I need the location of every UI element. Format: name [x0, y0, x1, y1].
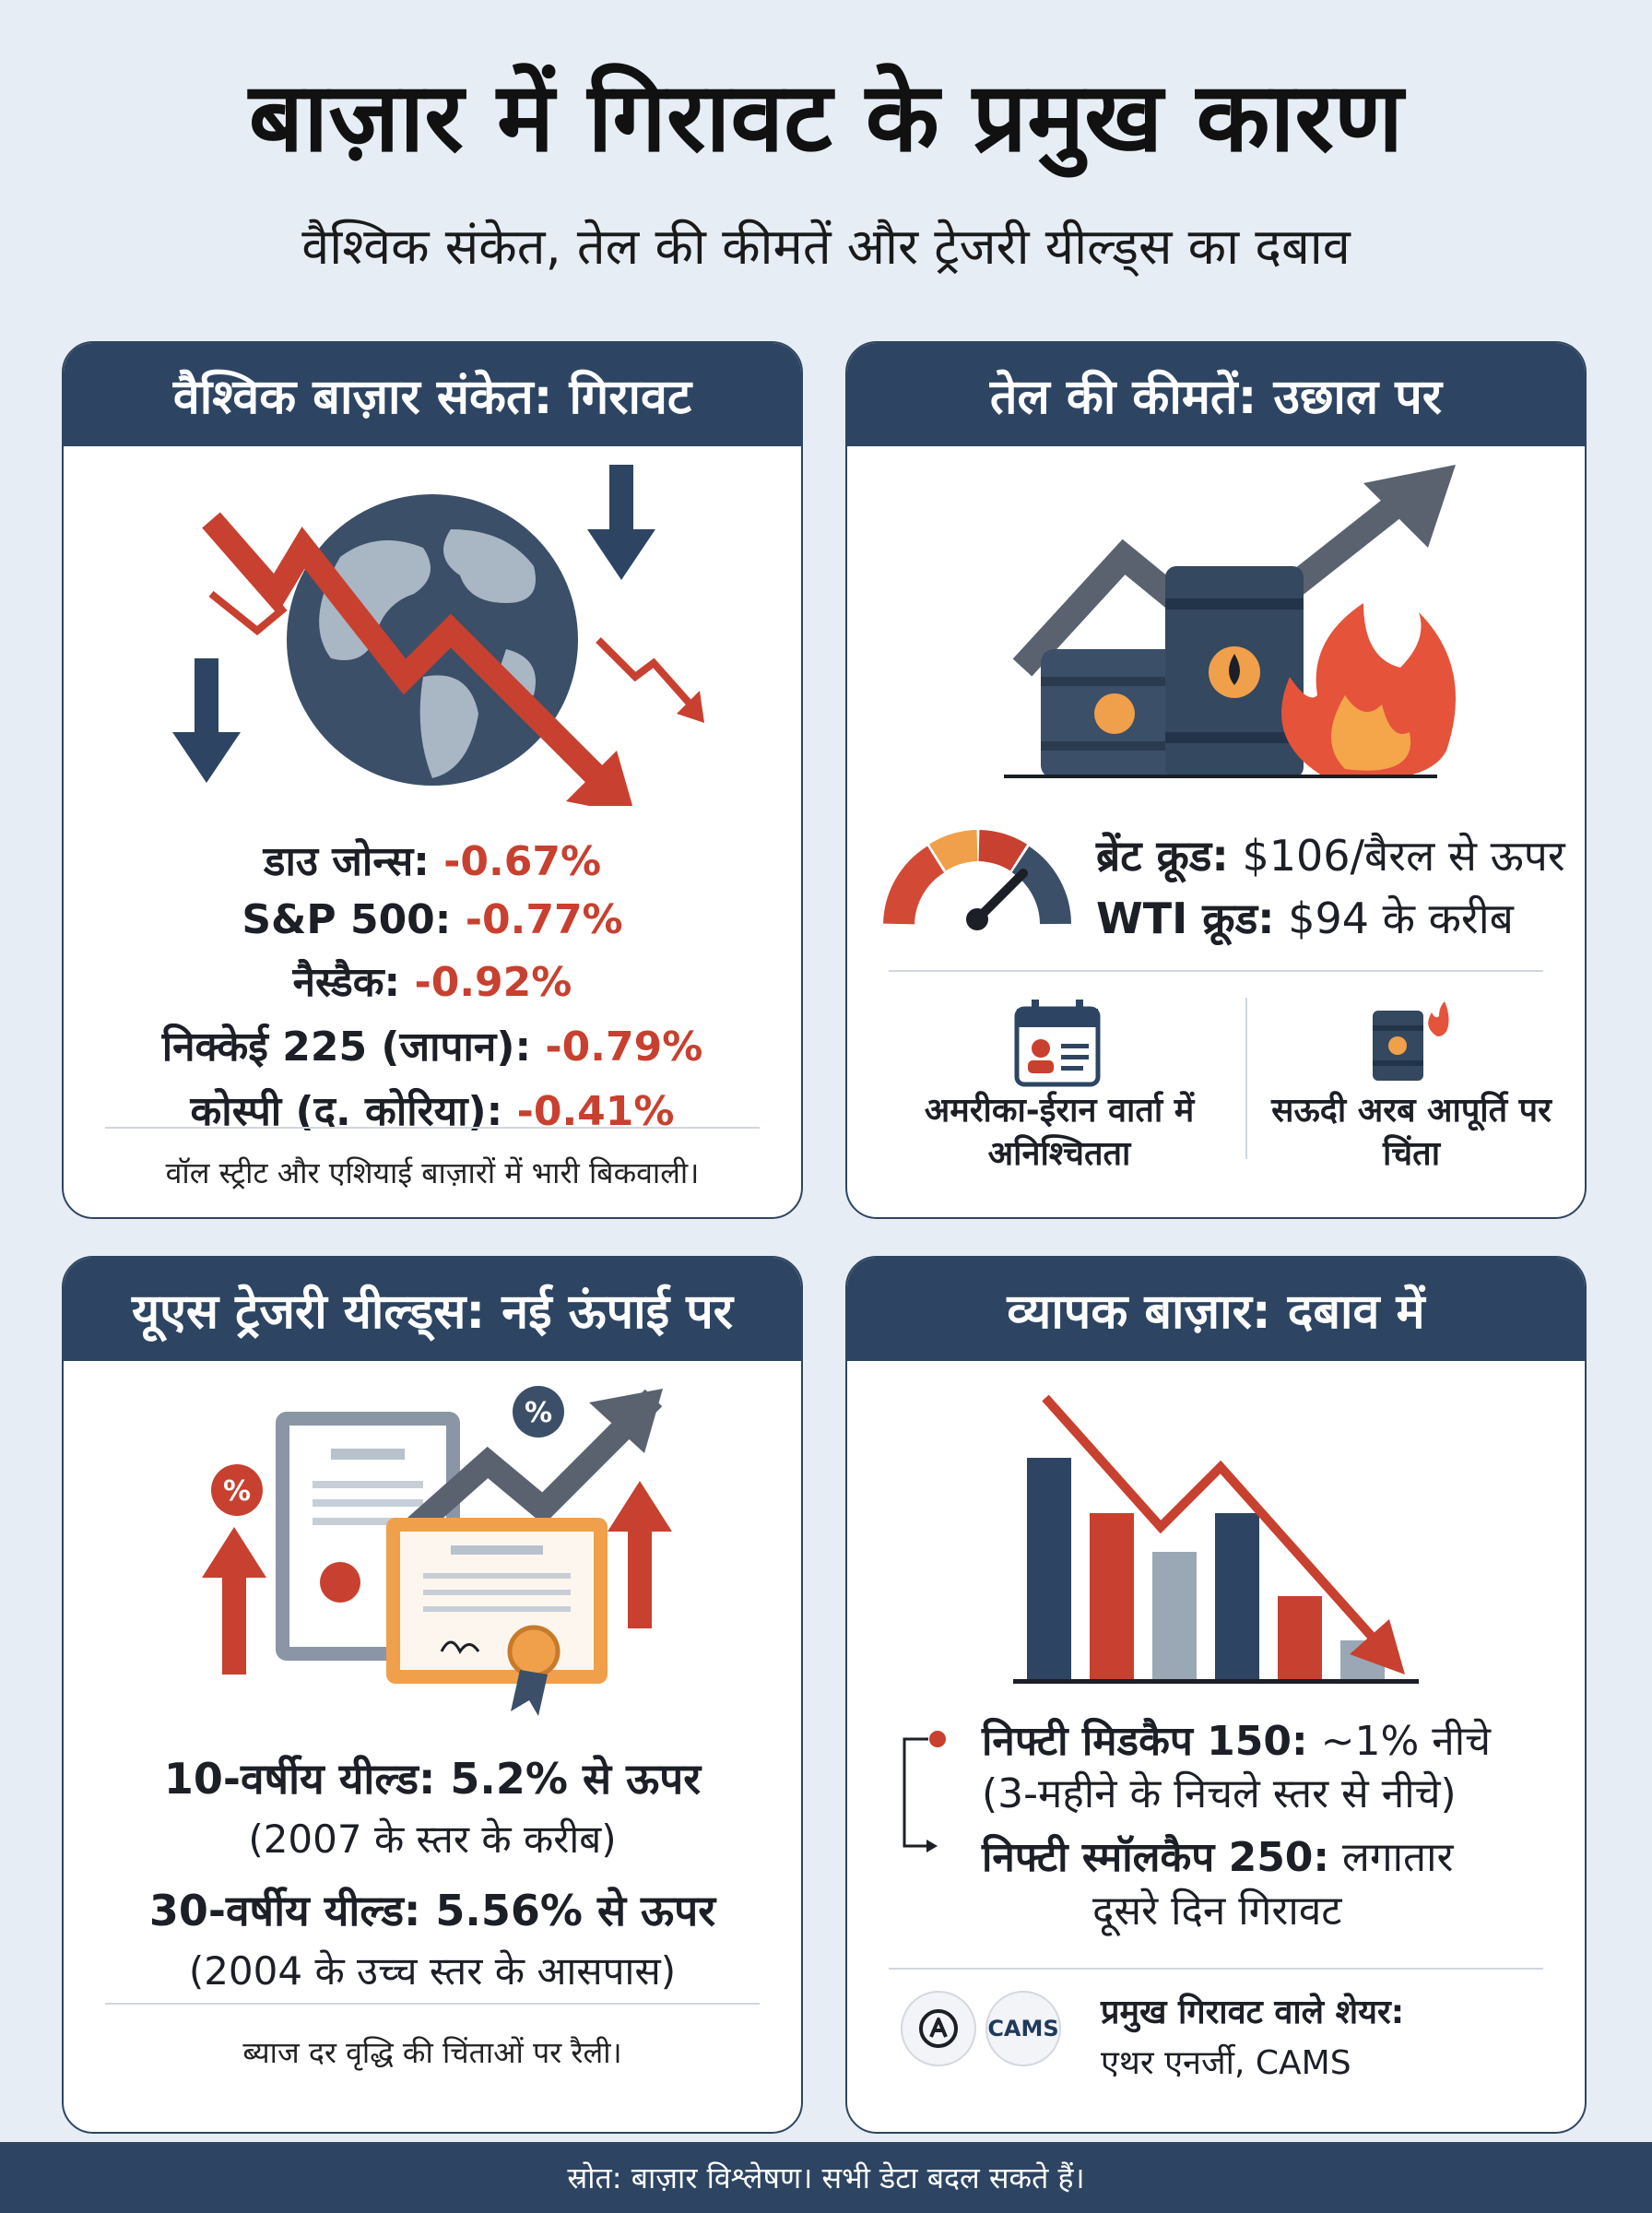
- oil-prices-heading: तेल की कीमतें: उछाल पर: [847, 343, 1585, 446]
- yield-30y: 30-वर्षीय यील्ड: 5.56% से ऊपर: [148, 1886, 716, 1935]
- decorative-bar: [1027, 1458, 1071, 1679]
- midcap-note: (3-महीने के निचले स्तर से नीचे): [982, 1770, 1457, 1818]
- treasury-yields-card: यूएस ट्रेजरी यील्ड्स: नई ऊंपाई पर: [62, 1256, 803, 2134]
- oil-barrels-illustration: [1004, 465, 1456, 778]
- index-row: कोस्पी (द. कोरिया): -0.41%: [190, 1088, 675, 1135]
- ather-logo-icon: [901, 1991, 976, 2066]
- treasury-note: ब्याज दर वृद्धि की चिंताओं पर रैली।: [242, 2035, 622, 2070]
- broad-market-text: निफ्टी मिडकैप 150: ~1% नीचे (3-महीने के …: [982, 1715, 1491, 1937]
- oil-prices-card: तेल की कीमतें: उछाल पर ब्रेंट क्रूड: $1: [845, 341, 1587, 1219]
- falling-trend-arrow: [1042, 1394, 1376, 1641]
- decorative-bar: [1090, 1513, 1134, 1679]
- source-footer: स्रोत: बाज़ार विश्लेषण। सभी डेटा बदल सकत…: [0, 2142, 1652, 2213]
- treasury-yields-text: 10-वर्षीय यील्ड: 5.2% से ऊपर (2007 के स्…: [64, 1733, 801, 1996]
- rising-trend-arrow: [396, 1389, 663, 1545]
- globe-falling-illustration: [172, 465, 704, 806]
- divider: [889, 970, 1543, 972]
- yield-30y-note: (2004 के उच्च स्तर के आसपास): [188, 1948, 677, 1994]
- brent-value: $106/बैरल से ऊपर: [1242, 831, 1565, 881]
- decorative-bar: [1215, 1513, 1259, 1679]
- page-title: बाज़ार में गिरावट के प्रमुख कारण: [248, 61, 1404, 173]
- gauge-icon: [883, 830, 1071, 930]
- divider: [105, 2003, 760, 2005]
- falling-bar-illustration: [1013, 1394, 1419, 1684]
- index-row: निक्केई 225 (जापान): -0.79%: [161, 1024, 703, 1071]
- yield-10y: 10-वर्षीय यील्ड: 5.2% से ऊपर: [163, 1754, 702, 1804]
- certificate-icon: [386, 1518, 608, 1716]
- calendar-icon: [1014, 1000, 1101, 1087]
- svg-text:%: %: [223, 1475, 251, 1508]
- fire-icon: [1281, 603, 1456, 778]
- top-losers-list: एथर एनर्जी, CAMS: [1101, 2044, 1351, 2082]
- down-arrow-icon: [172, 465, 655, 783]
- divider: [889, 1968, 1543, 1970]
- treasury-yields-heading: यूएस ट्रेजरी यील्ड्स: नई ऊंपाई पर: [64, 1258, 801, 1361]
- global-index-list: डाउ जोन्स: -0.67% S&P 500: -0.77% नैस्डै…: [64, 822, 801, 1146]
- us-iran-factor: अमरीका-ईरान वार्ता में अनिश्चितता: [924, 1092, 1195, 1173]
- smallcap-value: लगातार: [1342, 1834, 1454, 1882]
- index-row: डाउ जोन्स: -0.67%: [263, 838, 602, 885]
- brent-label: ब्रेंट क्रूड:: [1096, 831, 1229, 881]
- falling-trend-arrow: [202, 512, 617, 797]
- connector-icon: [903, 1731, 946, 1852]
- global-note: वॉल स्ट्रीट और एशियाई बाज़ारों में भारी …: [165, 1155, 700, 1190]
- percent-badge-icon: % %: [211, 1386, 564, 1516]
- decorative-bar: [1152, 1552, 1197, 1679]
- broad-market-card: व्यापक बाज़ार: दबाव में निफ्टी मिडकैप 15…: [845, 1256, 1587, 2134]
- index-row: S&P 500: -0.77%: [242, 896, 623, 943]
- page-subtitle: वैश्विक संकेत, तेल की कीमतें और ट्रेजरी …: [301, 218, 1351, 276]
- up-arrow-icon: [202, 1481, 672, 1675]
- oil-barrel-icon: [1041, 566, 1304, 778]
- bonds-illustration: % %: [202, 1386, 672, 1716]
- broad-market-heading: व्यापक बाज़ार: दबाव में: [847, 1258, 1585, 1361]
- top-losers-label: प्रमुख गिरावट वाले शेयर:: [1101, 1994, 1405, 2031]
- yield-10y-note: (2007 के स्तर के करीब): [248, 1817, 617, 1862]
- smallcap-note: दूसरे दिन गिरावट: [1092, 1887, 1342, 1935]
- midcap-value: ~1% नीचे: [1320, 1718, 1492, 1765]
- global-markets-heading: वैश्विक बाज़ार संकेत: गिरावट: [64, 343, 801, 446]
- midcap-label: निफ्टी मिडकैप 150:: [982, 1718, 1308, 1765]
- global-markets-card: वैश्विक बाज़ार संकेत: गिरावट डाउ जोन्स: …: [62, 341, 803, 1219]
- wti-label: WTI क्रूड:: [1096, 893, 1275, 943]
- cams-logo-icon: CAMS: [985, 1991, 1061, 2066]
- svg-text:%: %: [525, 1397, 552, 1429]
- smallcap-label: निफ्टी स्मॉलकैप 250:: [982, 1834, 1330, 1882]
- decorative-bar: [1278, 1596, 1322, 1679]
- divider-vertical: [1245, 998, 1247, 1159]
- saudi-supply-factor: सऊदी अरब आपूर्ति पर चिंता: [1271, 1092, 1552, 1173]
- oil-prices-text: ब्रेंट क्रूड: $106/बैरल से ऊपर WTI क्रूड…: [1096, 821, 1565, 952]
- index-row: नैस्डैक: -0.92%: [292, 959, 572, 1006]
- divider: [105, 1127, 760, 1129]
- wti-value: $94 के करीब: [1288, 893, 1514, 943]
- top-losers: प्रमुख गिरावट वाले शेयर: एथर एनर्जी, CAM…: [1101, 1988, 1404, 2084]
- oil-barrel-fire-icon: [1373, 1001, 1449, 1081]
